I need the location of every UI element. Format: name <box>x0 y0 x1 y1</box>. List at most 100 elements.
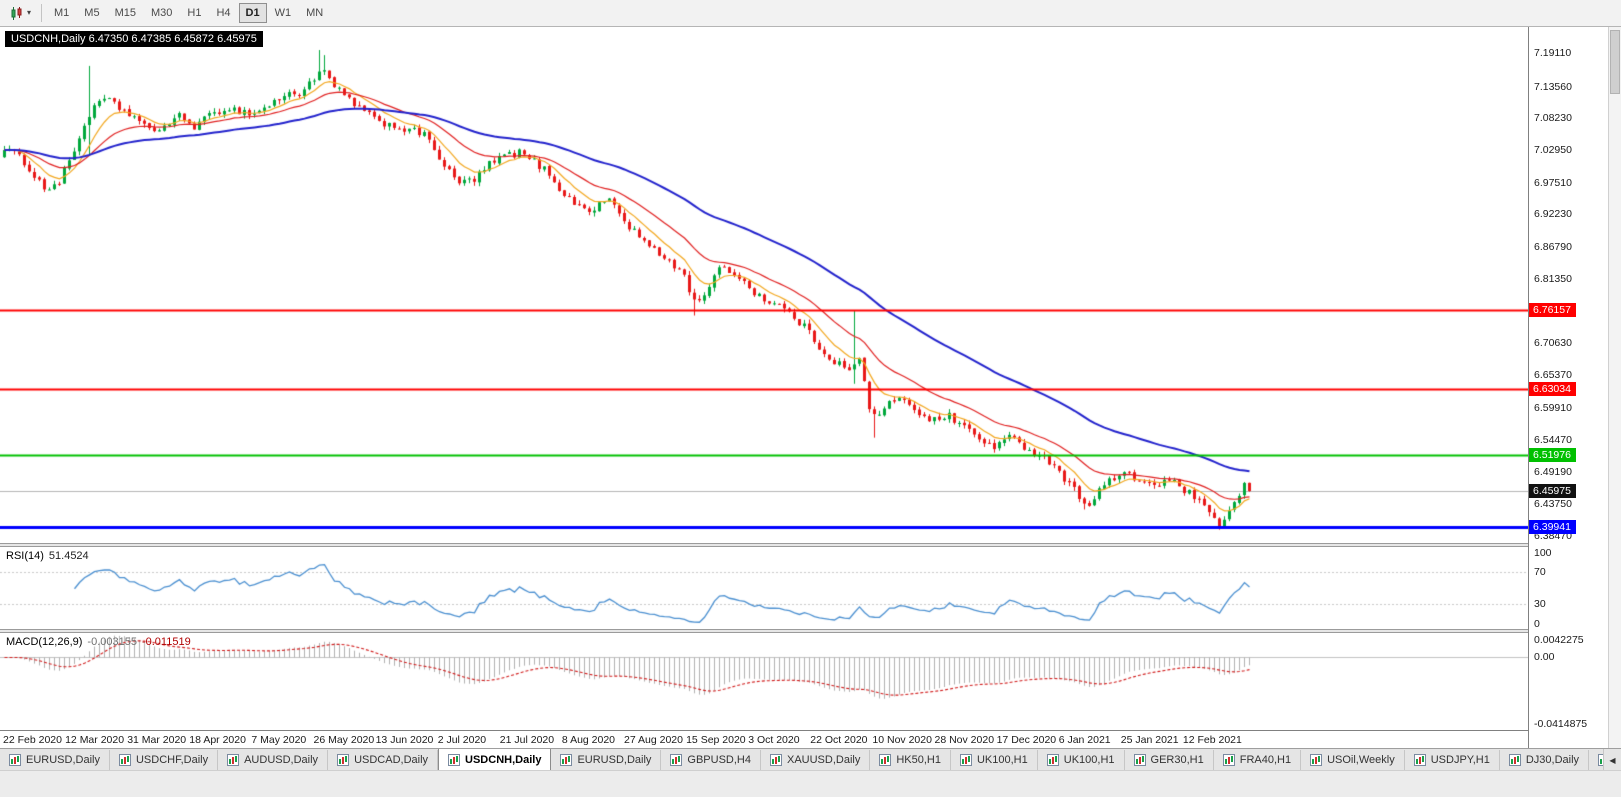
date-axis-label: 25 Jan 2021 <box>1120 734 1179 746</box>
price-axis-label: 7.13560 <box>1534 80 1572 93</box>
rsi-scale-label: 70 <box>1534 565 1546 578</box>
chart-tab-uk100-h1[interactable]: UK100,H1 <box>951 750 1038 770</box>
timeframe-button-h1[interactable]: H1 <box>187 7 202 19</box>
timeframe-button-m15[interactable]: M15 <box>114 7 136 19</box>
rsi-scale-label: 30 <box>1534 598 1546 611</box>
chart-tab-label: FRA40,H1 <box>1239 754 1292 766</box>
chart-tab-audusd-daily[interactable]: AUDUSD,Daily <box>218 750 329 770</box>
toolbar-separator <box>41 4 43 22</box>
price-axis-label: 7.02950 <box>1534 144 1572 156</box>
timeframe-button-d1[interactable]: D1 <box>238 3 267 23</box>
macd-indicator-canvas[interactable] <box>0 633 1528 730</box>
timeframe-button-w1[interactable]: W1 <box>274 7 292 19</box>
chart-tab-label: USDCHF,Daily <box>135 754 209 766</box>
chart-tab-usdchf-daily[interactable]: USDCHF,Daily <box>110 750 219 770</box>
date-axis-label: 28 Nov 2020 <box>934 734 995 746</box>
chart-type-button[interactable]: ▾ <box>4 3 36 24</box>
pane-splitter-macd[interactable] <box>0 629 1608 633</box>
tab-scroll-left-button[interactable]: ◀ <box>1603 749 1621 770</box>
timeframe-group: M1 M5 M15 M30 H1 H4 D1 W1 MN <box>47 3 330 23</box>
date-axis-label: 31 Mar 2020 <box>127 734 187 746</box>
pane-splitter-rsi[interactable] <box>0 543 1608 547</box>
chart-tab-gbpusd-h4[interactable]: GBPUSD,H4 <box>661 750 761 770</box>
date-axis-label: 22 Feb 2020 <box>3 734 62 746</box>
chart-tab-label: USDJPY,H1 <box>1430 754 1490 766</box>
scroll-left-icon: ◀ <box>1609 755 1616 765</box>
date-axis-label: 21 Jul 2020 <box>499 734 555 746</box>
chart-tab-label: DJ30,Daily <box>1525 754 1580 766</box>
status-strip <box>0 770 1621 797</box>
chart-tab-xauusd-daily[interactable]: XAUUSD,Daily <box>761 750 871 770</box>
price-axis[interactable]: 7.19110 7.13560 7.08230 7.02950 6.97510 6.922… <box>1528 27 1608 748</box>
chart-tab-ger30-h1[interactable]: GER30,H1 <box>1125 750 1214 770</box>
chart-tab-usdcnh-daily[interactable]: USDCNH,Daily <box>438 749 552 770</box>
current-price-badge: 6.45975 <box>1529 484 1576 499</box>
rsi-scale-label: 100 <box>1534 547 1552 559</box>
date-axis-label: 7 May 2020 <box>251 734 307 746</box>
timeframe-button-mn[interactable]: MN <box>306 7 324 19</box>
level-price-badge: 6.51976 <box>1529 448 1576 463</box>
rsi-indicator-canvas[interactable] <box>0 547 1528 629</box>
mini-chart-icon <box>1222 754 1235 766</box>
timeframe-button-m1[interactable]: M1 <box>54 7 70 19</box>
macd-scale-label: -0.0414875 <box>1534 718 1588 730</box>
rsi-label: RSI(14) <box>6 550 44 562</box>
mini-chart-icon <box>118 754 131 766</box>
chart-tab-bar: EURUSD,Daily USDCHF,Daily AUDUSD,Daily USDC… <box>0 748 1621 770</box>
chart-tab-eurusd-daily[interactable]: EURUSD,Daily <box>0 750 110 770</box>
chart-window: USDCNH,Daily 6.47350 6.47385 6.45872 6.4… <box>0 27 1621 748</box>
chart-tab-usdcad-daily[interactable]: USDCAD,Daily <box>328 750 439 770</box>
mini-chart-icon <box>9 754 21 766</box>
chart-tab-label: UK100,H1 <box>976 754 1028 766</box>
date-axis-label: 12 Mar 2020 <box>65 734 125 746</box>
date-axis[interactable]: 22 Feb 2020 12 Mar 2020 31 Mar 2020 18 Apr … <box>0 730 1528 748</box>
date-axis-label: 13 Jun 2020 <box>375 734 434 746</box>
chart-tab-dj30-daily[interactable]: DJ30,Daily <box>1500 750 1590 770</box>
scrollbar-thumb[interactable] <box>1610 30 1620 94</box>
chart-tab-hk50-h1[interactable]: HK50,H1 <box>870 750 951 770</box>
rsi-scale-label: 0 <box>1534 618 1540 630</box>
level-price-badge: 6.39941 <box>1529 520 1576 535</box>
date-axis-label: 12 Feb 2021 <box>1182 734 1242 746</box>
macd-scale-label: 0.00 <box>1534 651 1555 664</box>
chart-tab-usoil-weekly[interactable]: USOil,Weekly <box>1301 750 1405 770</box>
date-axis-label: 27 Aug 2020 <box>624 734 683 746</box>
date-axis-label: 2 Jul 2020 <box>437 734 487 746</box>
date-axis-label: 18 Apr 2020 <box>189 734 246 746</box>
price-chart-canvas[interactable] <box>0 27 1528 543</box>
macd-scale-label: 0.0042275 <box>1534 634 1584 646</box>
chart-tab-label: GBPUSD,H4 <box>687 754 751 766</box>
level-price-badge: 6.63034 <box>1529 381 1576 396</box>
macd-main-value: -0.003155 <box>87 636 137 648</box>
chart-tab-label: UK100,H1 <box>1063 754 1115 766</box>
price-axis-label: 6.97510 <box>1534 176 1572 189</box>
mini-chart-icon <box>1413 754 1426 766</box>
level-price-badge: 6.76157 <box>1529 303 1576 318</box>
date-axis-label: 26 May 2020 <box>313 734 375 746</box>
macd-signal-value: -0.011519 <box>141 636 191 648</box>
chart-tab-uk100-h1[interactable]: UK100,H1 <box>1038 750 1125 770</box>
price-axis-label: 6.54470 <box>1534 434 1572 447</box>
chart-tab-fra40-h1[interactable]: FRA40,H1 <box>1214 750 1302 770</box>
vertical-scrollbar[interactable] <box>1608 27 1621 748</box>
date-axis-label: 17 Dec 2020 <box>996 734 1057 746</box>
chart-tab-label: USDCAD,Daily <box>354 754 429 766</box>
chart-title: USDCNH,Daily 6.47350 6.47385 6.45872 6.4… <box>5 31 263 47</box>
chart-tab-label: EURUSD,Daily <box>577 754 652 766</box>
price-axis-label: 6.70630 <box>1534 337 1572 350</box>
date-axis-label: 6 Jan 2021 <box>1058 734 1111 746</box>
macd-label: MACD(12,26,9) <box>6 636 83 648</box>
timeframe-button-m30[interactable]: M30 <box>150 7 173 19</box>
chart-tab-usdjpy-h1[interactable]: USDJPY,H1 <box>1405 750 1500 770</box>
mini-chart-icon <box>1508 754 1521 766</box>
chart-tab-label: EURUSD,Daily <box>26 754 100 766</box>
chevron-down-icon: ▾ <box>27 8 32 17</box>
price-axis-label: 7.08230 <box>1534 112 1572 125</box>
timeframe-button-h4[interactable]: H4 <box>216 7 231 19</box>
chart-tab-label: AUDUSD,Daily <box>244 754 319 766</box>
chart-tab-label: GER30,H1 <box>1150 754 1204 766</box>
price-axis-label: 6.86790 <box>1534 240 1572 253</box>
timeframe-button-m5[interactable]: M5 <box>84 7 100 19</box>
rsi-value: 51.4524 <box>48 550 89 562</box>
chart-tab-eurusd-daily[interactable]: EURUSD,Daily <box>551 750 662 770</box>
